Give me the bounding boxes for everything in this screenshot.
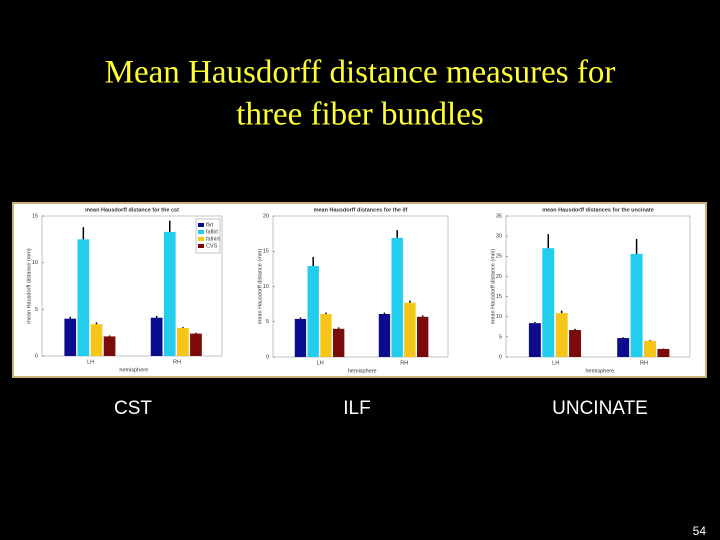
- bar: [77, 239, 90, 356]
- bar: [542, 248, 555, 357]
- chart-caption: UNCINATE: [552, 398, 648, 419]
- y-tick-label: 0: [35, 353, 38, 359]
- bar: [416, 316, 429, 357]
- bar: [644, 340, 656, 357]
- bar: [163, 231, 176, 356]
- chart-title: mean Hausdorff distances for the ilf: [314, 207, 408, 213]
- y-tick-label: 15: [496, 294, 502, 300]
- bar: [190, 333, 202, 356]
- y-axis-label: mean Hausdorff distance (mm): [257, 249, 263, 325]
- chart-caption: CST: [114, 398, 152, 419]
- legend-label: CVS: [206, 243, 218, 249]
- bar: [150, 317, 163, 356]
- y-axis-label: mean Hausdorff distance (mm): [490, 249, 496, 325]
- y-tick-label: 15: [263, 249, 269, 255]
- chart-title: mean Hausdorff distances for the uncinat…: [542, 207, 654, 213]
- y-tick-label: 5: [35, 307, 38, 313]
- page-number: 54: [693, 524, 707, 538]
- legend-label: fafnirt: [206, 236, 220, 242]
- x-tick-label: RH: [640, 360, 648, 366]
- y-tick-label: 0: [266, 354, 269, 360]
- legend-swatch: [198, 230, 204, 234]
- bar: [569, 330, 582, 357]
- bar: [617, 338, 630, 357]
- y-tick-label: 25: [496, 254, 502, 260]
- bar: [64, 318, 77, 356]
- plot-area: [41, 215, 223, 357]
- x-tick-label: LH: [317, 360, 324, 366]
- y-tick-label: 35: [496, 213, 502, 219]
- bar: [378, 313, 391, 357]
- bar: [657, 348, 670, 357]
- bar: [90, 324, 103, 356]
- legend-swatch: [198, 223, 204, 227]
- bar: [103, 336, 116, 356]
- x-tick-label: RH: [400, 360, 408, 366]
- slide-title: three fiber bundles: [236, 97, 483, 133]
- y-tick-label: 10: [32, 260, 38, 266]
- y-tick-label: 20: [263, 213, 269, 219]
- y-tick-label: 30: [496, 234, 502, 240]
- legend-label: flirt: [206, 222, 214, 228]
- y-tick-label: 5: [499, 334, 502, 340]
- y-axis-label: mean Hausdorff distance (mm): [26, 248, 32, 324]
- y-tick-label: 15: [32, 213, 38, 219]
- chart-title: mean Hausdorff distance for the cst: [85, 207, 179, 213]
- legend-swatch: [198, 244, 204, 248]
- bar: [177, 328, 189, 356]
- y-tick-label: 10: [263, 284, 269, 290]
- x-tick-label: LH: [87, 359, 94, 365]
- y-tick-label: 20: [496, 274, 502, 280]
- bar: [332, 328, 345, 357]
- x-axis-label: hemisphere: [119, 367, 148, 373]
- x-axis-label: hemisphere: [348, 368, 377, 374]
- slide-title: Mean Hausdorff distance measures for: [105, 55, 616, 91]
- bar: [294, 318, 307, 357]
- bar: [630, 253, 643, 357]
- bar: [528, 323, 541, 357]
- chart-caption: ILF: [343, 398, 370, 419]
- legend-label: faflirt: [206, 229, 218, 235]
- y-tick-label: 0: [499, 354, 502, 360]
- bar: [307, 266, 319, 357]
- x-axis-label: hemisphere: [585, 368, 614, 374]
- bar: [391, 237, 403, 357]
- y-tick-label: 10: [496, 314, 502, 320]
- x-tick-label: RH: [173, 359, 181, 365]
- legend-swatch: [198, 237, 204, 241]
- x-tick-label: LH: [552, 360, 559, 366]
- y-tick-label: 5: [266, 319, 269, 325]
- figure-panel: [12, 202, 707, 378]
- bar: [555, 313, 568, 357]
- bar: [404, 302, 416, 357]
- plot-area: [505, 215, 691, 358]
- bar: [320, 313, 332, 357]
